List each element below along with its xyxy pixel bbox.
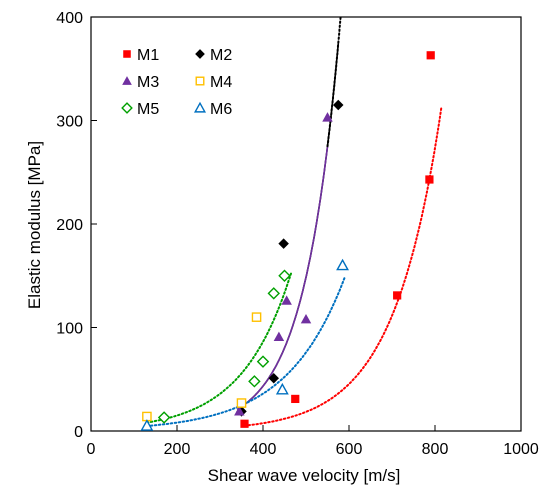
data-point-m6 — [275, 382, 289, 395]
data-point-m2 — [333, 99, 344, 111]
legend: M1 M2 M3 M4 M5 M6 — [121, 47, 232, 118]
axis-ticks: 0 200 400 600 800 1000 0 100 200 300 400 — [56, 10, 539, 458]
data-point-m2 — [268, 372, 279, 384]
legend-label-m2: M2 — [210, 47, 232, 64]
data-point-m1 — [426, 51, 435, 60]
legend-label-m1: M1 — [137, 47, 159, 64]
data-point-m5 — [256, 355, 270, 368]
legend-label-m4: M4 — [210, 74, 232, 91]
data-point-m1 — [240, 419, 249, 428]
data-point-m2 — [278, 238, 289, 249]
x-tick-label: 1000 — [503, 441, 539, 458]
data-point-m5 — [157, 411, 171, 424]
trendline-m1 — [243, 106, 443, 427]
x-tick-label: 0 — [87, 441, 96, 458]
data-point-m1 — [425, 175, 434, 184]
data-point-m3 — [234, 406, 245, 416]
legend-marker-m6 — [193, 101, 207, 113]
legend-marker-m2 — [195, 49, 205, 59]
legend-marker-m5 — [121, 102, 133, 114]
legend-marker-m3 — [122, 76, 132, 85]
data-point-m4 — [251, 312, 262, 322]
trend-lines — [145, 17, 443, 427]
y-axis-title: Elastic modulus [MPa] — [25, 141, 44, 309]
data-point-m3 — [300, 313, 312, 324]
y-tick-label: 100 — [56, 321, 83, 338]
x-tick-label: 800 — [422, 441, 449, 458]
data-points — [140, 51, 435, 431]
data-point-m3 — [273, 331, 285, 342]
legend-marker-m4 — [195, 76, 205, 86]
y-tick-label: 300 — [56, 114, 83, 131]
x-axis-title: Shear wave velocity [m/s] — [208, 466, 401, 485]
x-tick-label: 200 — [164, 441, 191, 458]
y-tick-label: 400 — [56, 10, 83, 27]
legend-marker-m1 — [123, 50, 131, 58]
y-tick-label: 0 — [74, 424, 83, 441]
data-point-m5 — [278, 269, 291, 282]
legend-label-m5: M5 — [137, 101, 159, 118]
y-tick-label: 200 — [56, 217, 83, 234]
trendline-m3 — [236, 146, 329, 411]
legend-label-m6: M6 — [210, 101, 232, 118]
data-point-m1 — [291, 394, 300, 404]
trendline-m5 — [145, 272, 292, 424]
data-point-m3 — [322, 112, 333, 122]
data-point-m4 — [236, 398, 247, 408]
x-tick-label: 600 — [336, 441, 363, 458]
x-tick-label: 400 — [250, 441, 277, 458]
data-point-m6 — [140, 419, 154, 431]
data-point-m5 — [248, 375, 261, 388]
trendline-m2 — [236, 43, 340, 411]
legend-label-m3: M3 — [137, 74, 159, 91]
data-point-m6 — [336, 258, 349, 271]
data-point-m3 — [281, 295, 292, 305]
data-point-m1 — [393, 291, 402, 300]
data-point-m5 — [267, 287, 280, 300]
trendline-extension — [326, 17, 342, 148]
